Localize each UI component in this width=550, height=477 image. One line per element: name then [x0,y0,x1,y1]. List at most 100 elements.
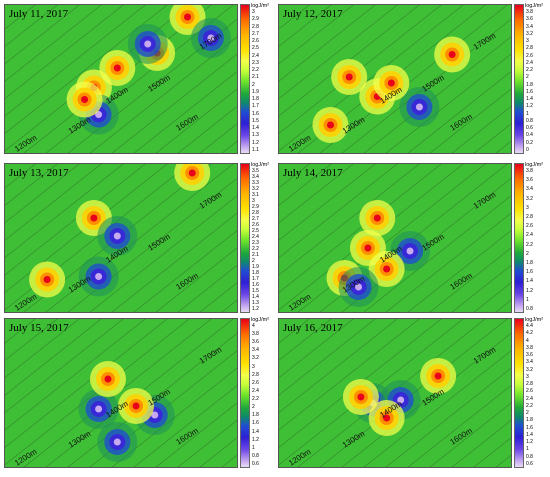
colorbar-tick-label: 1.5 [252,288,259,294]
colorbar-tick-label: 3.6 [526,177,533,184]
colorbar-tick-label: 1.8 [526,81,533,88]
heatmap-panel: 1300m 1400m 1500m 1600m 1700m 1200m July 12, 2… [278,3,544,154]
low-value-hotspot [78,256,119,297]
colorbar-tick-label: 0.8 [526,306,533,312]
colorbar-tick-label: 3.6 [252,339,259,346]
colorbar [514,4,524,154]
colorbar-tick-label: 1.2 [526,287,533,294]
high-value-hotspot [29,261,66,298]
contour-line [45,319,234,467]
contour-line [155,247,237,312]
colorbar-tick-label: 4.2 [526,330,533,337]
colorbar-tick-label: 3.4 [526,186,533,193]
contour-line [111,53,237,153]
colorbar-unit-label: logJ/m² [525,3,544,9]
colorbar-tick-label: 1.5 [252,117,259,124]
colorbar-tick-label: 0.8 [526,453,533,460]
elevation-label: 1200m [287,447,313,468]
low-value-hotspot [97,216,138,256]
colorbar-tick-label: 2 [252,404,255,411]
colorbar-tick-label: 3 [252,9,255,15]
heatmap-plot-area: 1300m 1400m 1500m 1600m 1700m 1200m July 16, 2… [278,318,512,468]
heatmap-panel: 1300m 1400m 1500m 1600m 1700m 1200m July 15, 2… [4,317,270,468]
colorbar-tick-label: 2.8 [526,45,533,52]
colorbar-tick-label: 2.1 [252,252,259,258]
contour-line [279,5,310,30]
colorbar-tick-label: 3.8 [526,9,533,15]
contour-line [451,106,511,153]
contour-line [451,420,511,467]
colorbar-tick-label: 0.8 [526,117,533,124]
colorbar-tick-label: 2.8 [252,371,259,378]
colorbar-tick-label: 0 [526,147,529,153]
colorbar-tick-label: 1.8 [252,270,259,276]
contour-line [177,265,237,312]
colorbar-unit-label: logJ/m² [525,317,544,323]
colorbar-tick-label: 2 [526,250,529,257]
heatmap-plot-area: 1300m 1400m 1500m 1600m 1700m 1200m July 15, 2… [4,318,238,468]
contour-line [221,454,237,467]
colorbar-tick-label: 2.2 [252,396,259,403]
colorbar-unit-label: logJ/m² [525,162,544,168]
high-value-hotspot [169,5,206,35]
colorbar-tick-label: 0.4 [526,132,533,139]
colorbar-tick-label: 2.2 [526,67,533,74]
contour-line [5,5,102,82]
hotspots [29,164,211,298]
colorbar-tick-label: 1.6 [526,88,533,95]
contour-line [5,5,146,117]
high-value-hotspot [331,59,368,95]
colorbar-tick-label: 3.6 [526,16,533,23]
colorbar [240,318,250,468]
elevation-label: 1200m [287,133,313,154]
colorbar-tick-label: 4.4 [526,323,533,329]
contour-line [23,319,212,467]
contour-line [199,437,237,467]
contour-line [407,71,511,153]
contour-line [5,319,36,344]
contour-line [5,164,146,276]
contour-line [5,319,102,396]
colorbar-tick-label: 1.2 [526,103,533,110]
contour-line [429,247,511,312]
colorbar-tick-label: 2.7 [252,216,259,222]
contour-line [155,402,237,467]
hotspots [342,358,457,436]
contour-line [89,36,237,153]
elevation-label: 1300m [67,429,93,450]
colorbar-tick-label: 4 [526,337,529,344]
elevation-label: 1500m [146,232,172,253]
colorbar-tick-label: 3.5 [252,168,259,174]
contour-line [279,164,310,189]
colorbar-tick-label: 2 [526,410,529,417]
elevation-label: 1200m [287,292,313,313]
colorbar-tick-label: 0.6 [526,125,533,132]
colorbar-tick-label: 1.6 [252,110,259,117]
contour-line [495,454,511,467]
colorbar-tick-label: 1.2 [252,139,259,146]
colorbar-unit-label: logJ/m² [251,317,270,323]
high-value-hotspot [373,65,410,101]
high-value-hotspot [89,361,126,397]
colorbar-tick-label: 1.6 [252,282,259,288]
colorbar-tick-label: 0.6 [252,461,259,467]
contour-line [279,164,332,206]
colorbar-ticks: 3 2.9 2.8 2.7 2.6 2.5 2.4 2.3 2.2 2.1 2 1.9 1.8 1.7 1.… [252,9,268,153]
contour-line [363,36,511,153]
colorbar-tick-label: 0.6 [526,461,533,467]
colorbar-tick-label: 1 [526,446,529,453]
contour-line [199,123,237,153]
colorbar-tick-label: 0.8 [252,452,259,459]
low-value-hotspot [338,267,379,307]
contour-line [279,319,420,431]
contour-line [5,5,168,134]
contour-line [429,402,511,467]
contour-line [279,5,398,99]
colorbar-tick-label: 1.1 [252,147,259,153]
contour-line [5,319,146,431]
colorbar [514,163,524,313]
colorbar-tick-label: 1.6 [526,424,533,431]
